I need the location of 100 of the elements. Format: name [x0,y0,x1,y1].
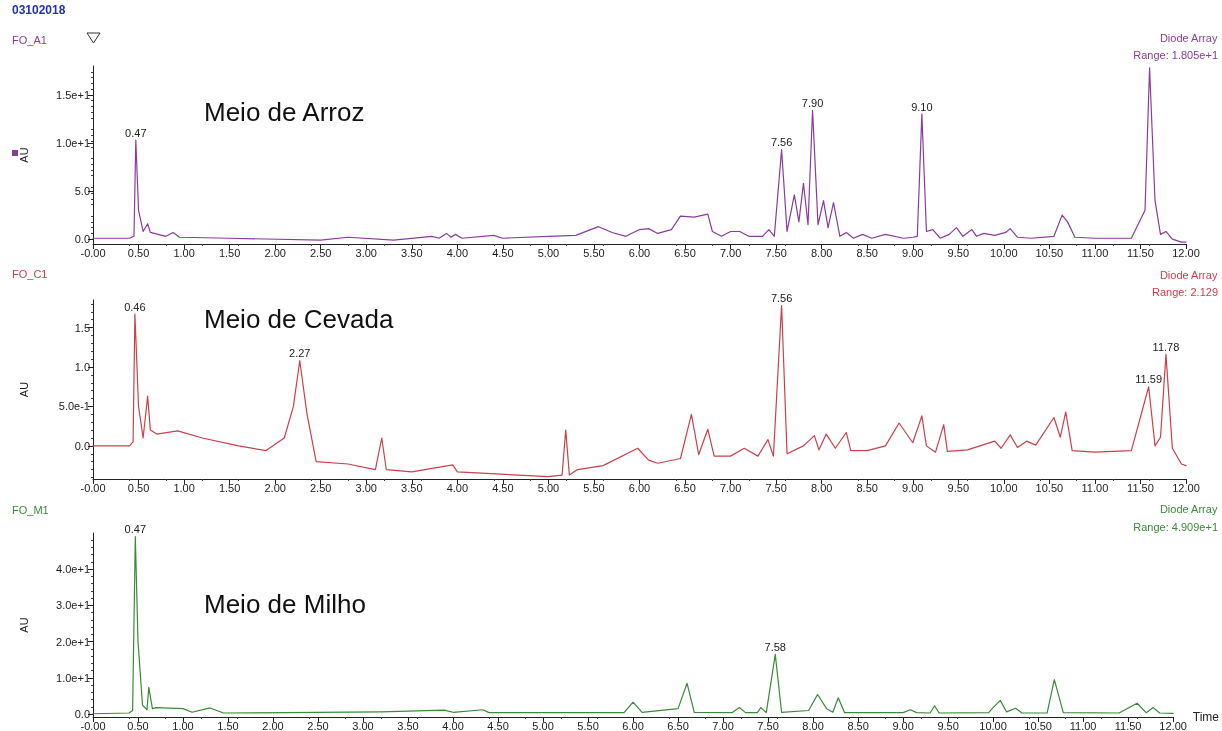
x-tick-label: 3.50 [397,719,419,731]
text: Diode Array [1159,268,1218,281]
annotation: 7.56 [770,136,793,149]
x-tick-label: 6.00 [622,719,644,731]
y-tick-label: 2.0e+1 [56,635,90,648]
x-tick-label: 5.00 [532,719,554,731]
x-tick-label: 7.00 [719,246,742,259]
x-tick-label: 2.00 [264,481,286,494]
x-tick-label: 9.50 [937,719,959,731]
x-tick-label: 6.50 [667,719,689,731]
x-tick-label: 3.50 [401,481,423,494]
annotation: 0.46 [124,300,146,313]
x-tick-label: 9.50 [947,246,969,259]
text: Diode Array [1159,502,1218,515]
x-tick-label: 1.00 [172,719,194,731]
x-tick-label: 11.00 [1069,719,1097,731]
x-tick-label: 4.50 [492,481,514,494]
annotation: 7.58 [764,640,786,653]
y-tick-label: 1.5 [74,321,90,334]
annotation: 9.10 [911,100,933,113]
x-tick-label: 5.00 [537,481,560,494]
y-tick-label: 1.5e+1 [56,88,90,101]
x-tick-label: 11.50 [1114,719,1142,731]
x-tick-label: 7.50 [757,719,779,731]
y-tick-label: 0.0 [74,233,90,246]
x-tick-label: 1.50 [217,719,239,731]
x-tick-label: 2.00 [262,719,284,731]
x-tick-label: 9.00 [902,246,924,259]
x-tick-label: 4.50 [487,719,509,731]
x-tick-label: 0.50 [127,719,149,731]
text: Range: 4.909e+1 [1133,520,1219,533]
x-tick-label: 11.00 [1081,246,1109,259]
x-tick-label: 8.00 [810,481,833,494]
x-tick-label: 8.00 [802,719,824,731]
x-tick-label: 1.00 [173,481,195,494]
x-tick-label: 6.00 [628,246,651,259]
y-tick-label: 0.0 [74,439,90,452]
x-tick-label: 6.50 [674,246,696,259]
x-tick-label: 2.00 [264,246,286,259]
annotation: 11.78 [1152,340,1180,353]
x-tick-label: 2.50 [307,719,329,731]
y-tick-label: 5.0e-1 [58,400,90,413]
x-tick-label: 10.00 [979,719,1007,731]
text: FO_C1 [12,267,48,280]
annotation: Meio de Cevada [204,304,394,334]
x-tick-label: 10.50 [1035,481,1064,494]
text: FO_A1 [12,33,47,46]
x-tick-label: -0.00 [80,246,106,259]
x-tick-label: 12.00 [1159,719,1187,731]
x-tick-label: 6.00 [628,481,651,494]
annotation: 7.56 [770,292,793,305]
x-tick-label: -0.00 [80,719,106,731]
x-tick-label: 1.50 [218,246,241,259]
x-tick-label: 8.50 [847,719,869,731]
x-tick-label: 5.50 [583,246,605,259]
x-tick-label: 1.50 [218,481,241,494]
x-tick-label: 4.00 [442,719,464,731]
x-tick-label: 12.00 [1172,481,1200,494]
x-tick-label: 7.50 [765,246,787,259]
y-axis-title: AU [17,147,30,163]
x-tick-label: 0.50 [127,481,150,494]
x-tick-label: 11.50 [1127,246,1154,259]
y-tick-label: 1.0e+1 [56,136,90,149]
x-tick-label: 5.00 [537,246,560,259]
x-tick-label: 5.50 [577,719,599,731]
x-tick-label: 6.50 [674,481,696,494]
annotation: Meio de Arroz [204,97,365,127]
x-tick-label: 1.00 [173,246,195,259]
y-tick-label: 4.0e+1 [56,563,90,576]
x-tick-label: 3.00 [355,246,377,259]
text: Range: 1.805e+1 [1133,48,1219,61]
y-tick-label: 1.0e+1 [56,671,90,684]
x-tick-label: 10.00 [990,481,1018,494]
annotation: 2.27 [289,347,311,360]
y-tick-label: 3.0e+1 [56,599,90,612]
text: Diode Array [1159,31,1218,44]
y-tick-label: 1.0 [74,361,90,374]
x-tick-label: 11.00 [1081,481,1109,494]
x-tick-label: 4.00 [446,246,469,259]
x-tick-label: 2.50 [310,481,332,494]
x-tick-label: 4.50 [492,246,514,259]
x-tick-label: 3.00 [352,719,374,731]
x-tick-label: 8.50 [856,246,878,259]
text: Range: 2.129 [1151,285,1219,298]
x-tick-label: 9.50 [947,481,969,494]
x-tick-label: 8.50 [856,481,878,494]
x-tick-label: 10.50 [1024,719,1052,731]
x-tick-label: 4.00 [446,481,469,494]
x-tick-label: 3.00 [355,481,377,494]
text: FO_M1 [12,503,49,516]
x-tick-label: 3.50 [401,246,423,259]
x-tick-label: 5.50 [583,481,605,494]
x-tick-label: 7.00 [719,481,742,494]
x-tick-label: 8.00 [810,246,833,259]
x-tick-label: 7.50 [765,481,787,494]
x-tick-label: 7.00 [712,719,734,731]
x-tick-label: 9.00 [902,481,924,494]
chart-title: 03102018 [12,3,66,17]
x-tick-label: 12.00 [1172,246,1200,259]
x-tick-label: 0.50 [127,246,150,259]
